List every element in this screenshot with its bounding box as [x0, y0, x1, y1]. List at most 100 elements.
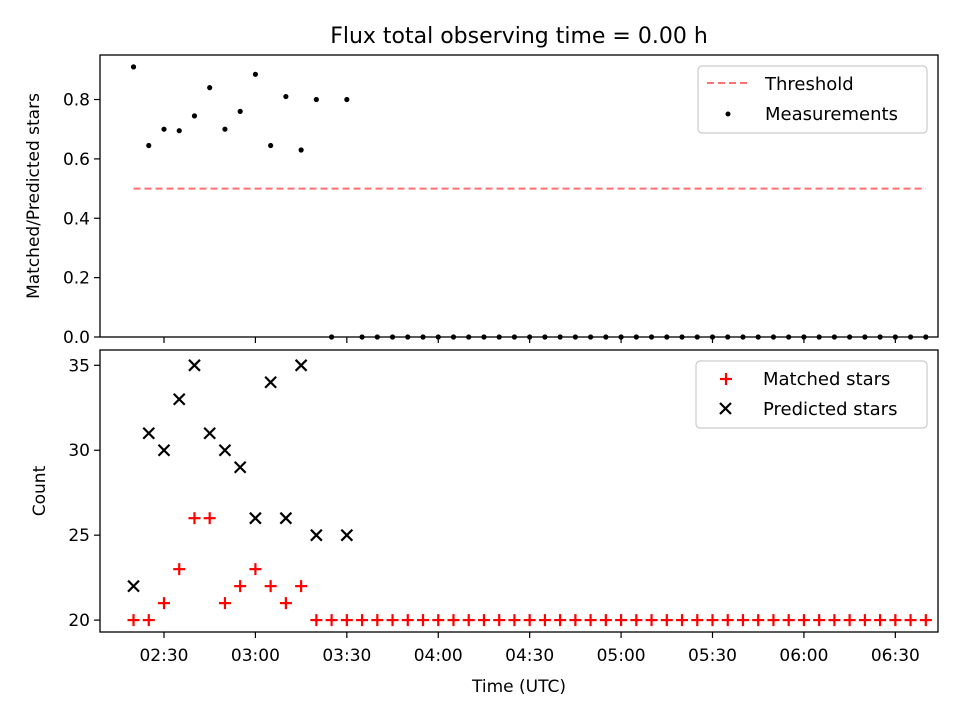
- matched-star-point: [218, 597, 231, 610]
- measurement-point: [161, 126, 167, 132]
- matched-star-point: [295, 580, 308, 593]
- predicted-star-point: [188, 359, 201, 372]
- measurement-point: [191, 113, 198, 119]
- matched-star-point: [340, 614, 353, 627]
- matched-star-point: [264, 580, 277, 593]
- matched-star-point: [569, 614, 582, 627]
- matched-star-point: [493, 614, 506, 627]
- matched-star-point: [797, 614, 810, 627]
- predicted-star-point: [340, 528, 354, 542]
- predicted-star-point: [172, 392, 186, 406]
- matched-star-point: [356, 614, 369, 627]
- matched-star-point: [660, 614, 673, 627]
- predicted-star-point: [249, 511, 262, 525]
- measurement-point: [298, 147, 304, 153]
- measurement-point: [268, 142, 274, 149]
- legend-measurements-label: Measurements: [765, 104, 898, 125]
- matched-star-point: [157, 597, 170, 610]
- matched-star-point: [325, 614, 338, 627]
- top-y-axis-label: Matched/Predicted stars: [24, 93, 44, 299]
- legend-matched-marker: [720, 373, 732, 385]
- matched-star-point: [279, 597, 292, 610]
- predicted-star-point: [294, 359, 308, 372]
- predicted-star-point: [310, 528, 323, 542]
- matched-star-point: [417, 614, 430, 627]
- x-tick-label: 04:00: [414, 646, 463, 666]
- matched-star-point: [523, 614, 536, 627]
- measurement-point: [252, 71, 259, 77]
- matched-star-point: [249, 563, 262, 576]
- predicted-star-point: [203, 426, 216, 440]
- measurement-point: [130, 64, 137, 70]
- matched-star-point: [858, 614, 871, 627]
- x-tick-label: 05:00: [597, 646, 646, 666]
- legend-measurements-marker: [725, 111, 731, 117]
- matched-star-point: [813, 614, 826, 627]
- predicted-star-point: [157, 443, 171, 457]
- matched-star-point: [234, 580, 247, 593]
- matched-star-point: [538, 614, 551, 627]
- matched-star-point: [676, 614, 689, 627]
- matched-star-point: [508, 614, 521, 627]
- matched-star-point: [843, 614, 856, 627]
- x-axis-label: Time (UTC): [471, 677, 566, 697]
- bottom-axes-frame: [99, 349, 939, 633]
- x-tick-label: 06:30: [871, 646, 920, 666]
- matched-star-point: [828, 614, 841, 627]
- legend-predicted-label: Predicted stars: [763, 399, 897, 420]
- legend-matched-label: Matched stars: [763, 369, 890, 390]
- bottom-y-axis-label: Count: [30, 465, 50, 516]
- matched-star-point: [188, 512, 201, 525]
- bottom-y-tick-label: 20: [68, 611, 90, 631]
- matched-star-point: [554, 614, 567, 627]
- predicted-star-point: [142, 426, 156, 440]
- matched-star-point: [767, 614, 780, 627]
- matched-star-point: [371, 614, 384, 627]
- legend-predicted-marker: [719, 402, 732, 415]
- measurement-point: [344, 96, 350, 103]
- matched-star-point: [599, 614, 612, 627]
- matched-star-point: [782, 614, 795, 627]
- matched-star-point: [874, 614, 887, 627]
- matched-star-point: [477, 614, 490, 627]
- matched-star-point: [904, 614, 917, 627]
- x-tick-label: 03:30: [322, 646, 371, 666]
- predicted-star-point: [233, 460, 247, 474]
- bottom-y-tick-label: 25: [68, 526, 90, 546]
- measurement-point: [222, 126, 228, 132]
- top-axes-frame: [99, 54, 939, 338]
- top-y-tick-label: 0.6: [63, 150, 90, 170]
- x-tick-label: 03:00: [231, 646, 280, 666]
- measurement-point: [283, 93, 289, 100]
- matched-star-point: [919, 614, 932, 627]
- top-y-tick-label: 0.4: [63, 209, 90, 229]
- predicted-star-point: [279, 511, 293, 525]
- top-y-tick-label: 0.2: [63, 269, 90, 289]
- top-panel: 0.00.20.40.60.8 Matched/Predicted stars …: [24, 54, 939, 348]
- measurement-point: [237, 108, 243, 114]
- predicted-star-point: [127, 579, 140, 593]
- matched-star-point: [736, 614, 749, 627]
- legend-threshold-label: Threshold: [764, 74, 854, 95]
- predicted-star-point: [264, 375, 277, 389]
- matched-star-point: [447, 614, 460, 627]
- measurement-point: [176, 128, 182, 134]
- bottom-panel: 20 25 30 35 02:30 03:00 03:30 04:00 04:30 05:00 0…: [30, 349, 939, 697]
- matched-star-point: [386, 614, 399, 627]
- matched-star-point: [173, 563, 186, 576]
- matched-star-point: [432, 614, 445, 627]
- matched-star-point: [752, 614, 765, 627]
- top-legend: Threshold Measurements: [697, 65, 928, 134]
- top-y-tick-label: 0.8: [63, 91, 90, 111]
- matched-star-point: [142, 614, 155, 627]
- matched-star-point: [645, 614, 658, 627]
- measurement-point: [207, 85, 213, 91]
- bottom-legend: Matched stars Predicted stars: [695, 360, 928, 429]
- matched-star-point: [691, 614, 704, 627]
- matched-star-point: [706, 614, 719, 627]
- matched-star-point: [615, 614, 628, 627]
- matched-star-point: [889, 614, 902, 627]
- chart-title: Flux total observing time = 0.00 h: [330, 24, 708, 49]
- matched-star-point: [721, 614, 734, 627]
- x-tick-label: 06:00: [779, 646, 828, 666]
